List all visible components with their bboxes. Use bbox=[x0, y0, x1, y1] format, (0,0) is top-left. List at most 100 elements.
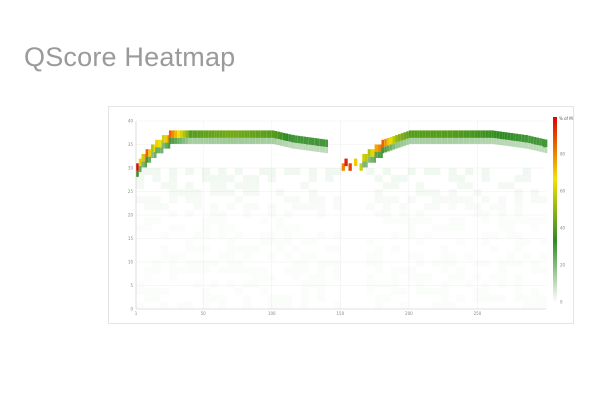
heat-cell-faint bbox=[424, 168, 432, 175]
heat-cell bbox=[288, 142, 291, 148]
heat-cell-faint bbox=[227, 189, 235, 196]
heat-cell bbox=[172, 130, 175, 138]
heat-cell-faint bbox=[210, 175, 218, 182]
heat-cell-faint bbox=[161, 203, 169, 210]
heat-cell-faint bbox=[169, 224, 177, 231]
heat-cell bbox=[325, 140, 328, 148]
heat-cell-faint bbox=[399, 175, 407, 182]
heat-cell-faint bbox=[169, 175, 177, 182]
heat-cell-faint bbox=[366, 288, 374, 295]
heat-cell-faint bbox=[383, 281, 391, 288]
heat-cell bbox=[250, 138, 253, 144]
heat-cell-faint bbox=[514, 295, 522, 302]
heat-cell bbox=[285, 141, 288, 147]
heat-cell-faint bbox=[268, 302, 276, 309]
heat-cell bbox=[365, 154, 368, 162]
heat-cell-faint bbox=[144, 295, 152, 302]
heat-cell-faint bbox=[399, 210, 407, 217]
heat-cell bbox=[192, 130, 195, 138]
heat-cell bbox=[247, 138, 250, 144]
heat-cell-faint bbox=[144, 217, 152, 224]
heat-cell bbox=[185, 138, 188, 144]
heat-cell-faint bbox=[523, 239, 531, 246]
heat-cell-faint bbox=[276, 189, 284, 196]
heat-cell bbox=[494, 138, 497, 144]
heat-cell-faint bbox=[514, 239, 522, 246]
heat-cell-faint bbox=[284, 267, 292, 274]
heat-cell bbox=[183, 138, 186, 144]
heat-cell-faint bbox=[333, 267, 341, 274]
heat-cell bbox=[403, 132, 406, 140]
heat-cell bbox=[464, 138, 467, 144]
heat-cell-faint bbox=[243, 302, 251, 309]
heat-cell-faint bbox=[152, 175, 160, 182]
heat-cell bbox=[244, 138, 247, 144]
heat-cell-faint bbox=[333, 196, 341, 203]
heat-cell-faint bbox=[482, 295, 490, 302]
heat-cell-faint bbox=[301, 253, 309, 260]
heat-cell-faint bbox=[482, 281, 490, 288]
heat-cell bbox=[198, 130, 201, 138]
heat-cell-faint bbox=[482, 288, 490, 295]
heat-cell-faint bbox=[301, 203, 309, 210]
heat-cell bbox=[466, 138, 469, 144]
heat-cell bbox=[236, 130, 239, 138]
heat-cell bbox=[195, 138, 198, 144]
heat-cell-faint bbox=[383, 217, 391, 224]
heat-cell-faint bbox=[366, 203, 374, 210]
heat-cell bbox=[480, 130, 483, 138]
heat-cell bbox=[165, 143, 168, 149]
heat-cell bbox=[277, 132, 280, 140]
heat-cell-faint bbox=[136, 281, 144, 288]
heat-cell-faint bbox=[449, 217, 457, 224]
heat-cell-faint bbox=[185, 267, 193, 274]
heat-cell bbox=[258, 138, 261, 144]
heat-cell-faint bbox=[457, 196, 465, 203]
heat-cell bbox=[146, 157, 149, 163]
heat-cell bbox=[425, 138, 428, 144]
heat-cell bbox=[480, 138, 483, 144]
heat-cell bbox=[475, 138, 478, 144]
heat-cell bbox=[209, 138, 212, 144]
heat-cell-faint bbox=[440, 267, 448, 274]
heat-cell-faint bbox=[424, 274, 432, 281]
heat-cell-faint bbox=[259, 267, 267, 274]
heat-cell bbox=[203, 130, 206, 138]
heat-cell-faint bbox=[375, 175, 383, 182]
heat-cell-faint bbox=[514, 217, 522, 224]
heat-cell bbox=[502, 132, 505, 140]
heat-cell-faint bbox=[440, 302, 448, 309]
heat-cell-faint bbox=[449, 168, 457, 175]
heat-cell bbox=[406, 139, 409, 145]
heat-cell-faint bbox=[251, 182, 259, 189]
heat-cell bbox=[423, 138, 426, 144]
heat-cell-faint bbox=[169, 253, 177, 260]
heat-cell-faint bbox=[235, 288, 243, 295]
heat-cell-faint bbox=[268, 295, 276, 302]
heat-cell-faint bbox=[416, 253, 424, 260]
heat-cell bbox=[505, 140, 508, 146]
heat-cell bbox=[453, 130, 456, 138]
heat-cell bbox=[497, 139, 500, 145]
heat-cell bbox=[414, 130, 417, 138]
heat-cell-faint bbox=[251, 281, 259, 288]
heat-cell-faint bbox=[218, 231, 226, 238]
heat-cell bbox=[283, 133, 286, 141]
heat-cell-faint bbox=[457, 274, 465, 281]
heat-cell bbox=[155, 140, 158, 148]
heat-cell-faint bbox=[136, 302, 144, 309]
heat-cell-faint bbox=[366, 274, 374, 281]
heat-cell bbox=[151, 152, 154, 158]
x-tick-label: 50 bbox=[201, 311, 207, 316]
heat-cell bbox=[499, 132, 502, 140]
heat-cell-faint bbox=[284, 295, 292, 302]
heat-cell bbox=[406, 131, 409, 139]
heat-cell-faint bbox=[514, 281, 522, 288]
heat-cell bbox=[266, 138, 269, 144]
heat-cell-faint bbox=[416, 189, 424, 196]
heat-cell bbox=[377, 145, 380, 153]
heat-cell-faint bbox=[202, 260, 210, 267]
heat-cell-faint bbox=[375, 210, 383, 217]
heat-cell-faint bbox=[539, 253, 547, 260]
heat-cell-faint bbox=[317, 260, 325, 267]
